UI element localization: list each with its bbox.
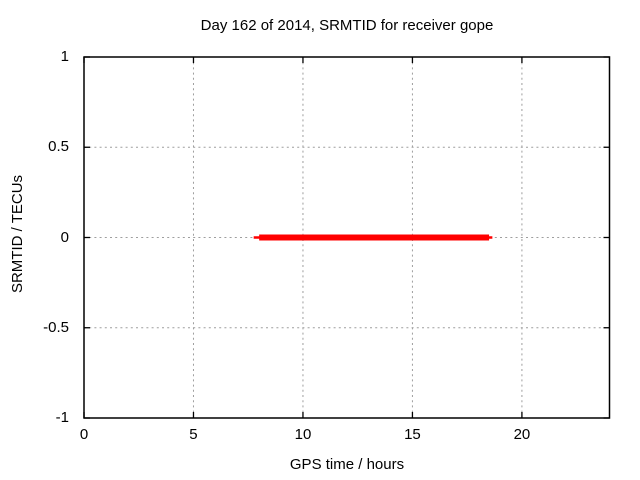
y-tick-label--1: -1	[55, 409, 69, 426]
plot-border	[83, 56, 611, 419]
x-tick-label-0: 0	[79, 426, 89, 443]
y-tick-label-0.5: 0.5	[48, 138, 69, 156]
x-tick-label-10: 10	[294, 426, 312, 443]
y-tick-label-1: 1	[60, 48, 69, 65]
x-tick-label-20: 20	[513, 426, 531, 443]
y-tick-label-0: 0	[60, 228, 69, 246]
chart-title: Day 162 of 2014, SRMTID for receiver gop…	[200, 17, 494, 34]
x-tick-label-15: 15	[404, 426, 421, 443]
x-axis-label: GPS time / hours	[289, 456, 405, 473]
y-tick-label--0.5: -0.5	[43, 318, 69, 336]
x-tick-label-5: 5	[189, 426, 198, 443]
